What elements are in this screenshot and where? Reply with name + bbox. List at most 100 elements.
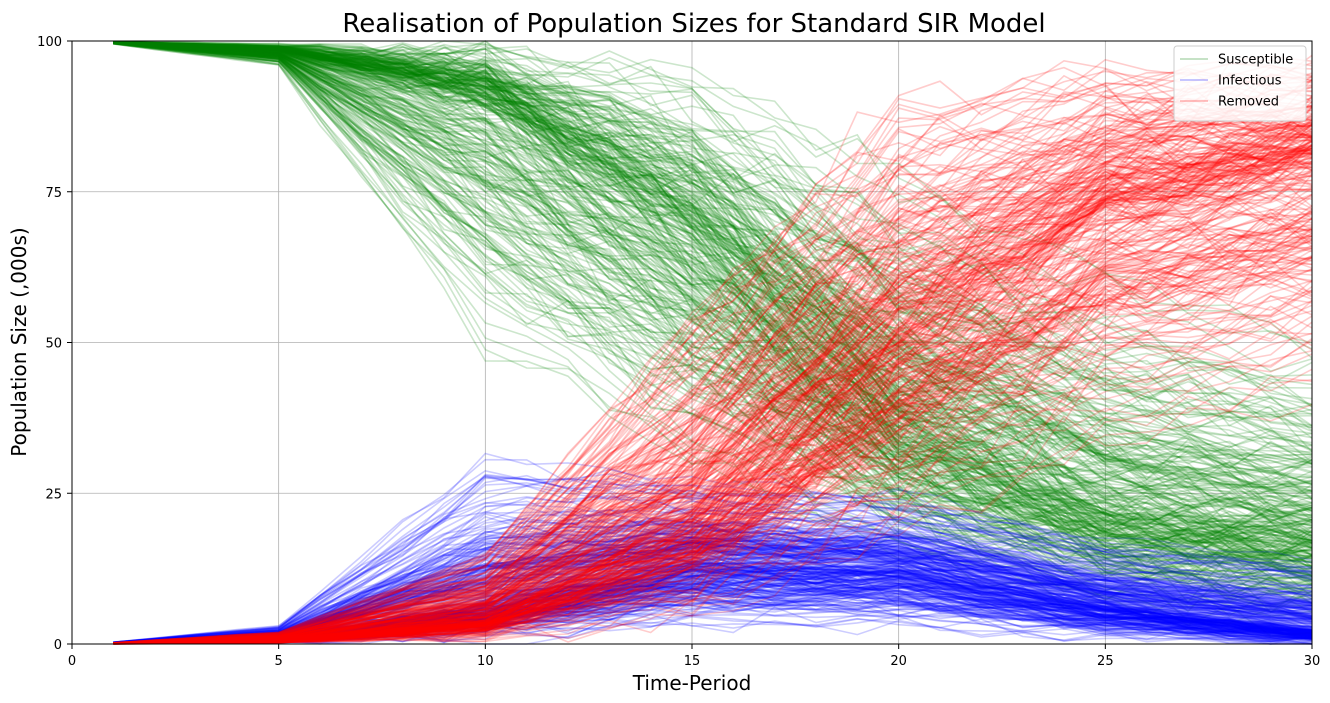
- realisation-line: [113, 41, 1313, 568]
- realisation-line: [113, 562, 1313, 644]
- realisation-line: [113, 41, 1313, 465]
- realisation-line: [113, 225, 1313, 645]
- realisation-line: [113, 520, 1313, 644]
- plot-area: [113, 40, 1313, 645]
- realisation-line: [113, 41, 1313, 447]
- realisation-line: [113, 522, 1312, 644]
- realisation-line: [113, 508, 1313, 644]
- realisation-line: [113, 41, 1313, 461]
- realisation-line: [113, 166, 1313, 645]
- realisation-line: [113, 41, 1313, 541]
- realisation-line: [113, 555, 1313, 644]
- realisation-line: [113, 195, 1313, 645]
- realisation-line: [113, 42, 1313, 594]
- realisation-line: [113, 215, 1313, 645]
- realisation-line: [113, 41, 1313, 545]
- realisation-line: [113, 574, 1313, 644]
- realisation-line: [113, 41, 1313, 514]
- realisation-line: [113, 567, 1313, 644]
- realisation-line: [113, 160, 1313, 645]
- realisation-line: [113, 42, 1313, 581]
- realisation-line: [113, 540, 1313, 644]
- realisation-line: [113, 239, 1313, 645]
- realisation-line: [113, 41, 1313, 444]
- realisation-line: [113, 598, 1313, 644]
- realisation-line: [113, 144, 1313, 645]
- realisation-line: [113, 42, 1313, 593]
- realisation-line: [113, 212, 1313, 645]
- realisation-line: [113, 106, 1313, 644]
- realisation-line: [113, 41, 1313, 439]
- realisation-line: [113, 41, 1313, 549]
- realisation-line: [113, 537, 1313, 644]
- realisation-line: [113, 41, 1313, 543]
- realisation-line: [113, 105, 1313, 644]
- realisation-line: [113, 41, 1313, 427]
- realisation-line: [113, 42, 1313, 574]
- realisation-line: [113, 614, 1313, 645]
- realisation-line: [113, 41, 1313, 482]
- realisation-line: [113, 217, 1313, 645]
- realisation-line: [113, 147, 1313, 645]
- realisation-line: [113, 105, 1313, 644]
- realisation-line: [113, 256, 1313, 645]
- realisation-line: [113, 266, 1313, 645]
- realisation-line: [113, 42, 1313, 601]
- realisation-line: [113, 240, 1313, 645]
- y-tick-label: 25: [45, 487, 62, 502]
- realisation-line: [113, 599, 1313, 644]
- realisation-line: [113, 42, 1313, 558]
- realisation-line: [113, 66, 1313, 644]
- realisation-line: [113, 212, 1313, 645]
- realisation-line: [113, 42, 1313, 564]
- realisation-line: [113, 551, 1313, 644]
- realisation-line: [113, 41, 1313, 570]
- realisation-line: [113, 157, 1313, 645]
- realisation-line: [113, 151, 1313, 645]
- realisation-line: [113, 41, 1313, 528]
- realisation-line: [113, 545, 1313, 644]
- realisation-line: [113, 41, 1313, 473]
- realisation-line: [113, 42, 1313, 582]
- realisation-line: [113, 41, 1313, 535]
- realisation-line: [113, 123, 1313, 645]
- realisation-line: [113, 152, 1313, 645]
- realisation-line: [113, 518, 1313, 644]
- realisation-line: [113, 604, 1313, 644]
- realisation-line: [113, 147, 1313, 645]
- realisation-line: [113, 42, 1313, 585]
- realisation-line: [113, 565, 1313, 644]
- realisation-line: [113, 123, 1313, 644]
- realisation-line: [113, 41, 1313, 414]
- realisation-line: [113, 42, 1313, 567]
- realisation-line: [113, 135, 1313, 645]
- realisation-line: [113, 499, 1313, 644]
- realisation-line: [113, 566, 1313, 644]
- realisation-line: [113, 41, 1313, 512]
- realisation-line: [113, 315, 1313, 645]
- realisation-line: [113, 560, 1313, 644]
- realisation-line: [113, 587, 1313, 644]
- realisation-line: [113, 379, 1313, 645]
- realisation-line: [113, 42, 1313, 598]
- realisation-line: [113, 41, 1313, 489]
- realisation-line: [113, 584, 1313, 644]
- series-infectious: [113, 452, 1313, 645]
- realisation-line: [113, 543, 1313, 644]
- realisation-line: [113, 170, 1313, 645]
- realisation-line: [113, 140, 1313, 645]
- realisation-line: [113, 517, 1313, 644]
- realisation-line: [113, 42, 1313, 586]
- realisation-line: [113, 41, 1313, 470]
- realisation-line: [113, 247, 1313, 645]
- realisation-line: [113, 532, 1313, 644]
- realisation-line: [113, 41, 1313, 557]
- realisation-line: [113, 574, 1313, 644]
- realisation-line: [113, 160, 1313, 645]
- realisation-line: [113, 41, 1313, 486]
- realisation-line: [113, 42, 1313, 606]
- realisation-line: [113, 41, 1313, 574]
- realisation-line: [113, 41, 1313, 529]
- realisation-line: [113, 562, 1313, 644]
- realisation-line: [113, 549, 1313, 644]
